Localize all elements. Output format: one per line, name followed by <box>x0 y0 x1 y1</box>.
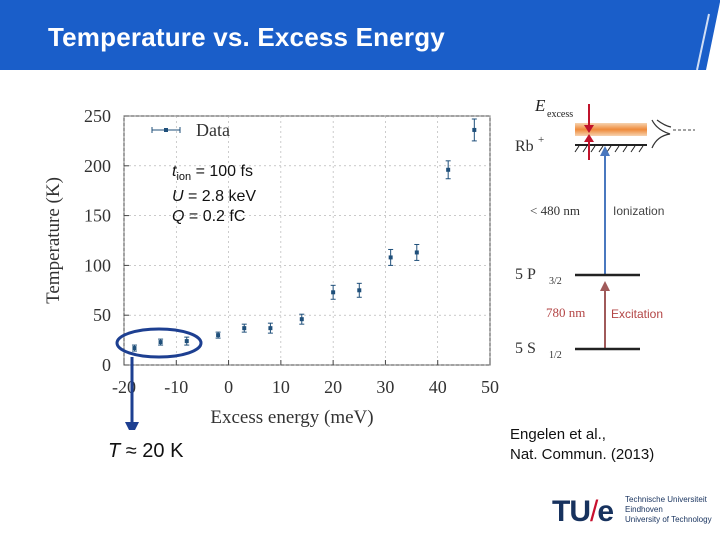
citation-journal: Nat. Commun. (2013) <box>510 446 655 463</box>
charge-line: Q = 0.2 fC <box>172 207 256 227</box>
tue-logo-mark: TU/e <box>552 495 614 529</box>
y-tick-label: 0 <box>102 355 111 375</box>
slide-title: Temperature vs. Excess Energy <box>48 22 445 52</box>
ionization-wave-upper <box>656 119 672 128</box>
tue-logo: TU/e Technische Universiteit Eindhoven U… <box>552 493 720 533</box>
ionization-wavelength: < 480 nm <box>530 203 580 218</box>
data-point <box>331 290 336 295</box>
ionization-continuum-band <box>575 123 647 136</box>
ionization-wave-lower <box>651 119 671 149</box>
ion-time-line: tion = 100 fs <box>172 162 256 187</box>
t-symbol: t <box>172 163 177 180</box>
data-point <box>132 346 137 351</box>
y-axis-label: Temperature (K) <box>43 177 64 304</box>
data-point <box>446 167 451 172</box>
logo-line-1: Technische Universiteit <box>625 495 707 504</box>
logo-mark-left: TU <box>552 495 591 528</box>
data-point <box>242 326 247 331</box>
x-tick-label: 0 <box>224 377 233 397</box>
y-tick-label: 250 <box>84 106 111 126</box>
e-excess-subscript: excess <box>547 109 573 120</box>
logo-mark-right: e <box>597 495 614 528</box>
excitation-label: Excitation <box>611 307 663 321</box>
threshold-hatching <box>574 145 644 153</box>
ion-label: Rb <box>515 138 534 155</box>
p-state-subscript: 3/2 <box>549 276 562 287</box>
u-symbol: U <box>172 188 184 206</box>
temperature-symbol: T <box>108 440 121 462</box>
x-tick-label: 20 <box>324 377 342 397</box>
data-point <box>357 288 362 293</box>
e-excess-symbol: E <box>534 96 546 115</box>
y-tick-label: 200 <box>84 156 111 176</box>
legend-marker <box>164 128 168 132</box>
header-background <box>0 0 720 70</box>
x-tick-label: 30 <box>376 377 394 397</box>
x-axis-label: Excess energy (meV) <box>210 407 373 428</box>
data-point <box>414 250 419 255</box>
highlight-ellipse <box>115 327 203 359</box>
p-state-label: 5 P <box>515 266 536 283</box>
temperature-value: ≈ 20 K <box>120 440 184 462</box>
tue-logo-text: Technische Universiteit Eindhoven Univer… <box>625 495 712 525</box>
logo-line-3: University of Technology <box>625 515 712 524</box>
q-value: = 0.2 fC <box>184 208 246 226</box>
header-bar: Temperature vs. Excess Energy <box>0 0 720 70</box>
temperature-note: T ≈ 20 K <box>108 440 183 463</box>
citation-authors: Engelen et al., <box>510 426 606 443</box>
y-tick-label: 100 <box>84 255 111 275</box>
t-value: = 100 fs <box>191 163 253 180</box>
energy-line: U = 2.8 keV <box>172 187 256 207</box>
data-point <box>268 326 273 331</box>
data-point <box>472 127 477 132</box>
x-tick-label: -10 <box>164 377 188 397</box>
x-tick-label: 10 <box>272 377 290 397</box>
logo-line-2: Eindhoven <box>625 505 663 514</box>
energy-level-diagram: E excess Rb + < 480 nm Ionization 5 P 3/… <box>515 96 695 361</box>
plot-frame <box>123 115 491 366</box>
data-point <box>216 333 221 338</box>
s-state-label: 5 S <box>515 340 536 357</box>
u-value: = 2.8 keV <box>183 188 257 206</box>
data-point <box>299 317 304 322</box>
temperature-chart: -20 -10 0 10 20 30 40 50 0 50 100 150 200 250 Excess e… <box>43 106 499 430</box>
parameters-annotation: tion = 100 fs U = 2.8 keV Q = 0.2 fC <box>172 162 256 227</box>
data-point <box>388 255 393 260</box>
y-tick-label: 150 <box>84 206 111 226</box>
data-point <box>184 339 189 344</box>
legend-label: Data <box>196 120 230 140</box>
x-tick-label: 50 <box>481 377 499 397</box>
ionization-label: Ionization <box>613 204 664 218</box>
q-symbol: Q <box>172 208 185 226</box>
t-subscript: ion <box>176 171 192 184</box>
excitation-wavelength: 780 nm <box>546 305 585 320</box>
highlight-arrowhead <box>125 422 139 430</box>
data-point <box>158 340 163 345</box>
citation: Engelen et al., Nat. Commun. (2013) <box>510 425 654 465</box>
x-tick-label: 40 <box>429 377 447 397</box>
logo-mark-slash: / <box>590 495 598 528</box>
y-tick-label: 50 <box>93 305 111 325</box>
s-state-subscript: 1/2 <box>549 350 562 361</box>
x-tick-label: -20 <box>112 377 136 397</box>
ion-superscript: + <box>538 134 544 146</box>
